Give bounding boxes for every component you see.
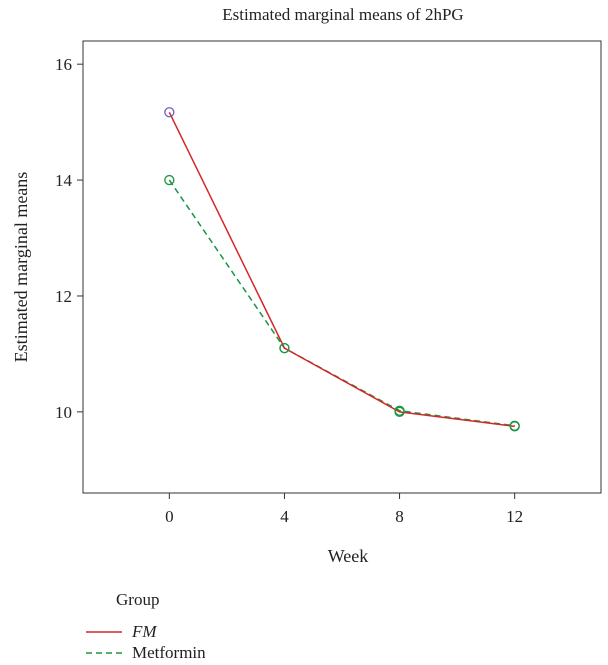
x-axis-label: Week (328, 546, 369, 566)
series-layer (164, 107, 520, 432)
data-point-metformin (164, 174, 175, 186)
legend-item-metformin: Metformin (86, 643, 206, 663)
axis-ticks: 0 4 8 12 10 12 14 16 (55, 55, 523, 526)
legend-label-fm: FM (132, 622, 157, 641)
y-axis-label: Estimated marginal means (11, 172, 31, 363)
data-point-fm (509, 421, 520, 432)
x-tick-label: 12 (506, 507, 523, 526)
chart-title: Estimated marginal means of 2hPG (222, 5, 463, 24)
data-point-fm (164, 107, 175, 118)
data-point-fm (394, 406, 405, 418)
y-tick-label: 12 (55, 287, 72, 306)
plot-frame (82, 40, 602, 494)
series-line-metformin (168, 179, 515, 427)
y-tick-label: 14 (55, 171, 73, 190)
x-tick-label: 4 (280, 507, 289, 526)
series-line-fm (168, 111, 515, 428)
legend-line-fm (86, 631, 122, 633)
y-tick-label: 10 (55, 403, 72, 422)
data-point-fm (279, 342, 290, 354)
x-tick-label: 8 (395, 507, 404, 526)
x-tick-label: 0 (165, 507, 174, 526)
legend-title: Group (116, 590, 160, 609)
chart: Estimated marginal means of 2hPG 0 4 8 12 10… (11, 5, 602, 566)
y-tick-label: 16 (55, 55, 72, 74)
legend-line-metformin (86, 652, 122, 654)
legend-label-metformin: Metformin (132, 643, 206, 662)
legend-item-fm: FM (86, 622, 157, 642)
